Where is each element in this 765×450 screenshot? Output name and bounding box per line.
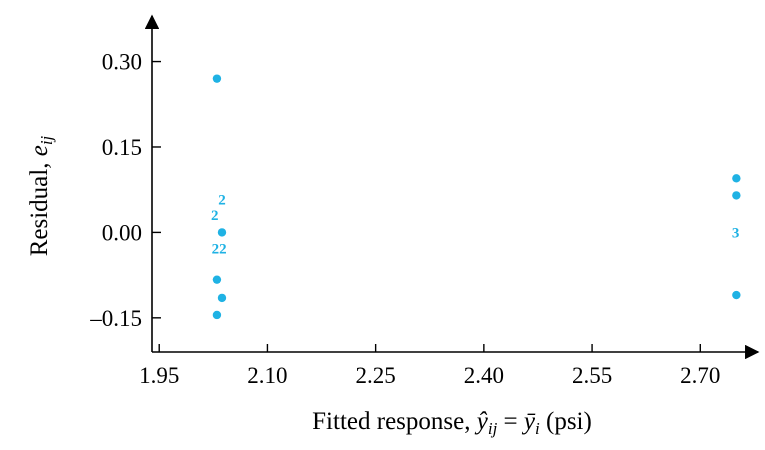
count-label-1: 2 (211, 208, 219, 224)
x-tick-label: 2.70 (680, 363, 720, 388)
x-tick-label: 2.40 (464, 363, 504, 388)
data-point-6 (732, 191, 741, 200)
data-point-0 (212, 74, 222, 83)
count-label-0: 2 (218, 192, 226, 208)
y-tick-label: 0.15 (102, 135, 142, 160)
count-label-2: 22 (212, 241, 227, 257)
y-tick-label: –0.15 (89, 306, 142, 331)
x-axis-title: Fitted response, ŷij = ȳi (psi) (312, 408, 592, 438)
y-ticks: 0.30 0.15 0.00 –0.15 (89, 50, 161, 331)
x-tick-label: 1.95 (139, 363, 179, 388)
y-tick-label: 0.00 (102, 220, 142, 245)
x-tick-label: 2.55 (572, 363, 612, 388)
data-point-3 (217, 228, 227, 237)
y-tick-label: 0.30 (102, 50, 142, 75)
data-point-1 (212, 275, 222, 284)
x-tick-label: 2.25 (356, 363, 396, 388)
data-point-7 (732, 290, 741, 300)
data-point-4 (217, 293, 227, 303)
data-point-5 (732, 174, 741, 183)
y-axis-title: Residual, eij (26, 135, 56, 256)
x-tick-label: 2.10 (247, 363, 287, 388)
x-ticks: 1.95 2.10 2.25 2.40 2.55 2.70 (139, 344, 720, 388)
data-points (212, 74, 741, 320)
data-point-2 (212, 310, 222, 320)
count-label-3: 3 (732, 225, 740, 241)
